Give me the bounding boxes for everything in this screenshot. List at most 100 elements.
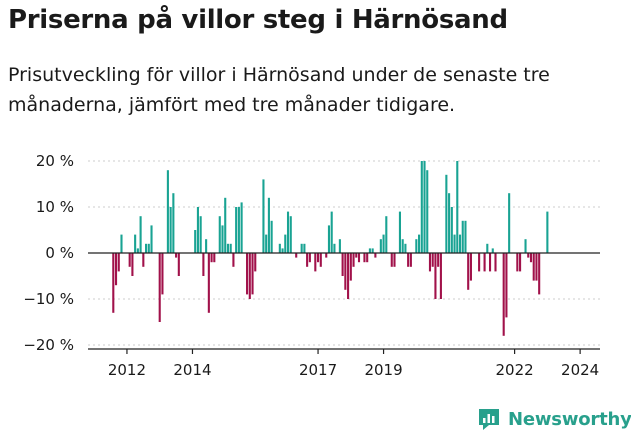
bars (112, 161, 549, 336)
bar (226, 243, 230, 253)
bar (434, 253, 437, 299)
bar (199, 216, 202, 253)
bar (502, 253, 505, 336)
newsworthy-logo: Newsworthy (476, 406, 631, 432)
bar (117, 253, 120, 272)
bar (286, 211, 290, 253)
bar (330, 211, 333, 253)
bar (404, 243, 407, 253)
bar (289, 216, 292, 253)
bar (464, 220, 467, 253)
bar (344, 253, 347, 290)
bar (224, 197, 227, 253)
bar (267, 197, 270, 253)
bar (142, 253, 145, 267)
bar (491, 248, 494, 253)
bar (546, 211, 549, 253)
bar (196, 207, 199, 253)
bar (306, 253, 309, 267)
bar (175, 253, 178, 258)
bar (120, 234, 123, 253)
chart-subtitle: Prisutveckling för villor i Härnösand un… (8, 64, 550, 117)
bar (371, 248, 374, 253)
gridlines (88, 160, 600, 346)
bar (439, 253, 442, 299)
bar (213, 253, 216, 263)
bar (150, 225, 153, 253)
bar (177, 253, 180, 276)
bar (295, 253, 298, 258)
y-tick-label: 0 % (45, 244, 74, 262)
bar (494, 253, 497, 272)
y-tick-label: 10 % (36, 198, 74, 216)
bar (453, 234, 456, 253)
bar (265, 234, 268, 253)
bar (112, 253, 115, 313)
bar (207, 253, 210, 313)
bar (450, 207, 453, 253)
bar (527, 253, 530, 258)
bar (458, 234, 462, 253)
bar (352, 253, 355, 267)
bar (205, 239, 208, 253)
bar (327, 225, 331, 253)
bar (303, 243, 306, 253)
bar (390, 253, 393, 267)
bar (448, 193, 451, 253)
bar (355, 253, 358, 258)
bar (134, 234, 137, 253)
bar (136, 248, 139, 253)
bar (428, 253, 432, 272)
bar (278, 243, 281, 253)
y-tick-label: −10 % (23, 290, 74, 308)
bar (467, 253, 470, 290)
bar (333, 243, 336, 253)
bar (254, 253, 257, 272)
bar (407, 253, 410, 267)
bar (218, 216, 221, 253)
price-chart: 20 %10 %0 %−10 %−20 % 2012 2014 2017 2019 20… (23, 0, 608, 379)
latest-value-annotation: 9 % (579, 0, 608, 4)
bar (349, 253, 352, 281)
y-tick-label: −20 % (23, 336, 74, 354)
bar (237, 207, 240, 253)
bar (456, 161, 459, 253)
bar (210, 253, 213, 263)
bar (409, 253, 412, 267)
x-tick-label: 2019 (364, 361, 402, 379)
bar (158, 253, 161, 322)
x-tick-label: 2014 (173, 361, 211, 379)
bar (532, 253, 535, 281)
bar (308, 253, 311, 263)
bar (431, 253, 434, 267)
bar (486, 243, 489, 253)
bar (248, 253, 251, 299)
bar (418, 234, 421, 253)
bar (368, 248, 371, 253)
bar (284, 234, 287, 253)
bar (519, 253, 522, 272)
y-tick-label: 20 % (36, 152, 74, 170)
bar (363, 253, 366, 263)
bar (270, 220, 273, 253)
bar (357, 253, 361, 263)
bar (300, 243, 303, 253)
bar (529, 253, 533, 263)
bar (251, 253, 254, 295)
bar (379, 239, 382, 253)
y-axis-labels: 20 % 10 % 0 % −10 % −20 % (23, 152, 74, 354)
bar (347, 253, 350, 299)
bar (229, 243, 232, 253)
bar (221, 225, 224, 253)
bar (232, 253, 235, 267)
bar (139, 216, 142, 253)
bar (325, 253, 328, 258)
bar (161, 253, 164, 295)
bar (382, 234, 385, 253)
x-tick-label: 2022 (496, 361, 534, 379)
bar (131, 253, 134, 276)
bar (445, 174, 448, 253)
bar (385, 216, 388, 253)
bar (319, 253, 322, 267)
bar (437, 253, 440, 267)
